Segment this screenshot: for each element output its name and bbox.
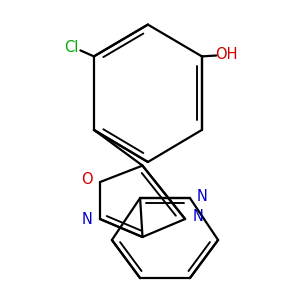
Text: Cl: Cl	[64, 40, 79, 55]
Text: N: N	[82, 212, 93, 226]
Text: OH: OH	[215, 47, 238, 62]
Text: O: O	[82, 172, 93, 187]
Text: N: N	[196, 189, 207, 204]
Text: N: N	[192, 209, 203, 224]
